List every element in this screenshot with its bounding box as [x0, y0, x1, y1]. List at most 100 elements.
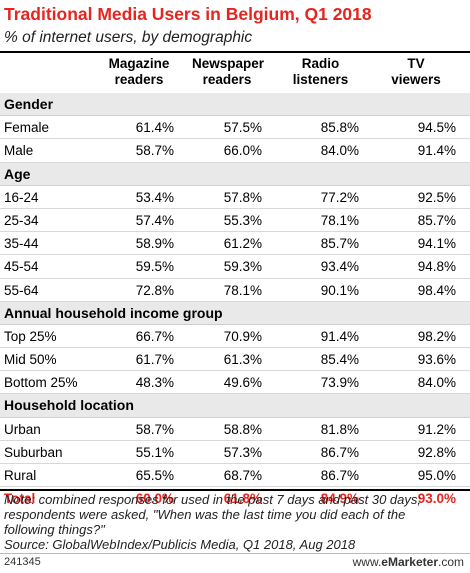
- table-cell: 94.1%: [417, 236, 456, 252]
- table-cell: 94.8%: [417, 259, 456, 275]
- table-cell: 85.7%: [320, 236, 359, 252]
- table-cell: 55.3%: [223, 212, 262, 228]
- table-cell: 57.8%: [223, 189, 262, 205]
- table-row: Suburban 55.1% 57.3% 86.7% 92.8%: [0, 441, 470, 464]
- column-header-newspaper: Newspaper readers: [192, 56, 265, 88]
- table-cell: 61.2%: [223, 236, 262, 252]
- table-row: 25-34 57.4% 55.3% 78.1% 85.7%: [0, 209, 470, 233]
- row-label: Suburban: [4, 444, 63, 460]
- table-cell: 57.5%: [223, 120, 262, 136]
- table-cell: 72.8%: [135, 282, 174, 298]
- note-line: respondents were asked, "When was the la…: [4, 507, 406, 522]
- column-header-line: Newspaper: [192, 56, 265, 71]
- table-cell: 53.4%: [135, 189, 174, 205]
- table-cell: 68.7%: [223, 468, 262, 483]
- table-cell: 86.7%: [320, 468, 359, 483]
- table-row: Bottom 25% 48.3% 49.6% 73.9% 84.0%: [0, 371, 470, 395]
- column-header-line: TV: [407, 56, 425, 71]
- table-cell: 85.8%: [320, 120, 359, 136]
- table-cell: 92.5%: [417, 189, 456, 205]
- table-cell: 86.7%: [320, 444, 359, 460]
- table-cell: 84.9%: [320, 491, 359, 507]
- table-row: Female 61.4% 57.5% 85.8% 94.5%: [0, 116, 470, 140]
- table-row: Urban 58.7% 58.8% 81.8% 91.2%: [0, 418, 470, 441]
- row-label: 16-24: [4, 189, 39, 205]
- column-header-line: listeners: [292, 72, 349, 87]
- row-label: Female: [4, 120, 50, 136]
- table-cell: 93.4%: [320, 259, 359, 275]
- column-header-tv: TV viewers: [376, 56, 456, 88]
- table-cell: 59.5%: [135, 259, 174, 275]
- table-cell: 93.0%: [417, 491, 456, 507]
- table-row: Rural 65.5% 68.7% 86.7% 95.0%: [0, 464, 470, 488]
- table-cell: 58.7%: [135, 421, 174, 437]
- table-cell: 61.8%: [223, 491, 262, 507]
- table-cell: 98.4%: [417, 282, 456, 298]
- top-rule: [0, 51, 470, 53]
- table-cell: 59.3%: [223, 259, 262, 275]
- table-row: 45-54 59.5% 59.3% 93.4% 94.8%: [0, 255, 470, 279]
- table-cell: 48.3%: [135, 375, 174, 391]
- note-line: Note: combined responses for used in the…: [4, 492, 421, 507]
- total-row: Total 60.0% 61.8% 84.9% 93.0%: [0, 487, 470, 510]
- row-label: Rural: [4, 468, 37, 483]
- column-header-magazine: Magazine readers: [104, 56, 174, 88]
- table-cell: 84.0%: [417, 375, 456, 391]
- section-label: Gender: [4, 96, 54, 112]
- section-header-row: Household location: [0, 394, 470, 418]
- table-cell: 93.6%: [417, 352, 456, 368]
- table-cell: 70.9%: [223, 328, 262, 344]
- row-label: Mid 50%: [4, 352, 57, 368]
- table-cell: 84.0%: [320, 143, 359, 159]
- table-row: Mid 50% 61.7% 61.3% 85.4% 93.6%: [0, 348, 470, 372]
- table-cell: 91.4%: [417, 143, 456, 159]
- table-cell: 81.8%: [320, 421, 359, 437]
- table-cell: 91.2%: [417, 421, 456, 437]
- brand-suffix: .com: [437, 555, 464, 569]
- table-cell: 58.7%: [135, 143, 174, 159]
- row-label: 35-44: [4, 236, 39, 252]
- column-header-line: Magazine: [108, 56, 170, 71]
- section-label: Age: [4, 165, 31, 182]
- table-cell: 77.2%: [320, 189, 359, 205]
- section-label: Household location: [4, 397, 134, 414]
- table-cell: 60.0%: [135, 491, 174, 507]
- table-cell: 98.2%: [417, 328, 456, 344]
- table-cell: 85.7%: [417, 212, 456, 228]
- source-line: Source: GlobalWebIndex/Publicis Media, Q…: [4, 537, 356, 552]
- table-cell: 66.0%: [223, 143, 262, 159]
- brand-name: eMarketer: [381, 555, 438, 569]
- row-label: Total: [4, 491, 36, 507]
- table-cell: 61.3%: [223, 352, 262, 368]
- chart-id: 241345: [4, 556, 41, 568]
- section-label: Annual household income group: [4, 304, 223, 321]
- bottom-rule: [0, 489, 470, 491]
- chart-title: Traditional Media Users in Belgium, Q1 2…: [4, 4, 372, 24]
- table-cell: 73.9%: [320, 375, 359, 391]
- note-line: following things?": [4, 522, 105, 537]
- table-cell: 65.5%: [135, 468, 174, 483]
- row-label: 25-34: [4, 212, 39, 228]
- table-cell: 61.4%: [135, 120, 174, 136]
- table-cell: 57.3%: [223, 444, 262, 460]
- column-header-line: readers: [202, 72, 252, 87]
- table-cell: 92.8%: [417, 444, 456, 460]
- column-header-line: viewers: [391, 72, 441, 87]
- row-label: Urban: [4, 421, 41, 437]
- table-cell: 91.4%: [320, 328, 359, 344]
- row-label: 55-64: [4, 282, 39, 298]
- table-cell: 55.1%: [135, 444, 174, 460]
- row-label: Male: [4, 143, 34, 159]
- section-header-row: Annual household income group: [0, 301, 470, 325]
- footer-rule: [0, 553, 470, 554]
- table-cell: 57.4%: [135, 212, 174, 228]
- table-cell: 58.9%: [135, 236, 174, 252]
- table-cell: 78.1%: [320, 212, 359, 228]
- table-cell: 78.1%: [223, 282, 262, 298]
- table-cell: 94.5%: [417, 120, 456, 136]
- section-header-row: Gender: [0, 93, 470, 117]
- data-table: Gender Female 61.4% 57.5% 85.8% 94.5% Male 58.7…: [0, 93, 470, 510]
- brand-logo: www.eMarketer.com: [353, 555, 464, 569]
- table-row: 35-44 58.9% 61.2% 85.7% 94.1%: [0, 232, 470, 256]
- table-row: Top 25% 66.7% 70.9% 91.4% 98.2%: [0, 325, 470, 349]
